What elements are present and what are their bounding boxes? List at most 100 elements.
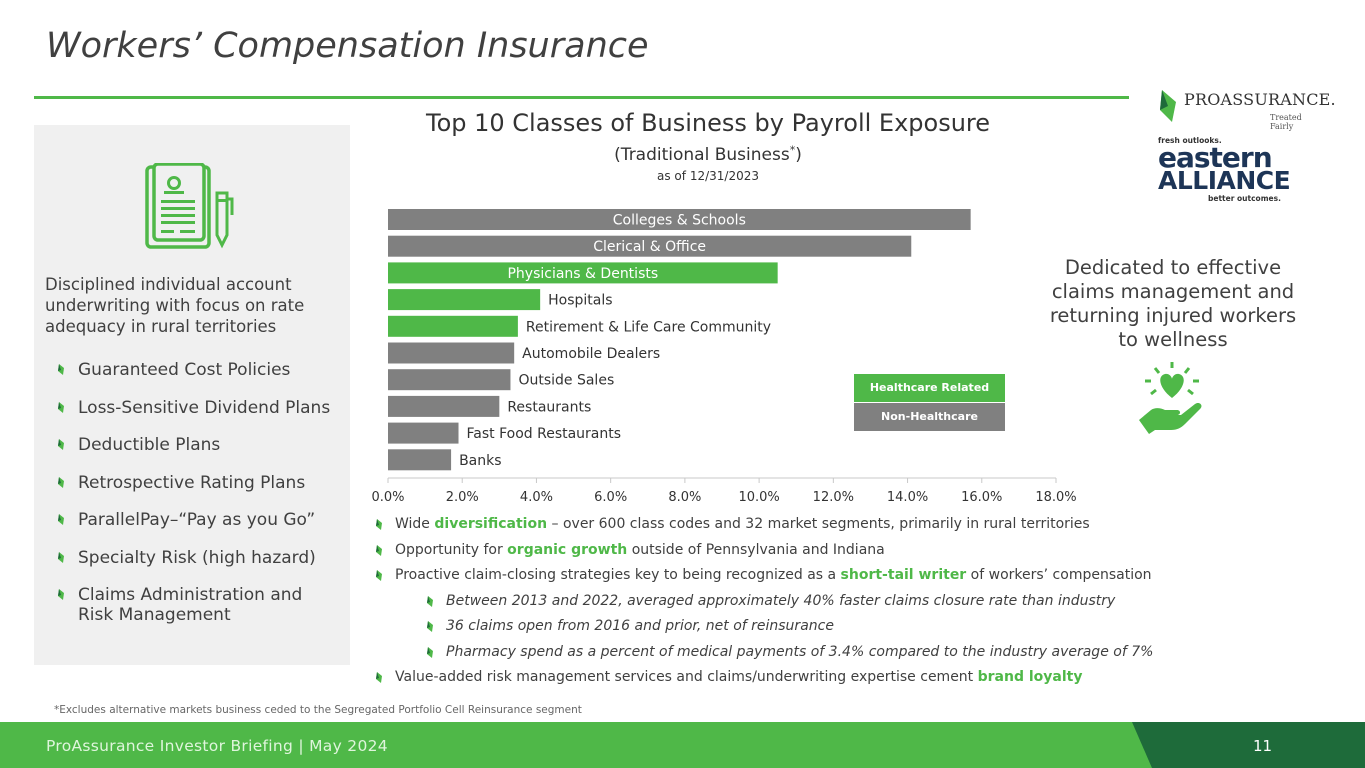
highlight-keyword: brand loyalty — [977, 669, 1083, 685]
bullet-icon — [376, 672, 382, 683]
product-list-item: Deductible Plans — [58, 435, 338, 455]
proassurance-logo: PROASSURANCE. Treated Fairly — [1158, 86, 1336, 131]
bar — [388, 235, 912, 257]
bar-label: Fast Food Restaurants — [467, 426, 622, 442]
bullet-icon — [58, 514, 64, 525]
eastern-alliance-logo: fresh outlooks. eastern ALLIANCE better … — [1158, 136, 1298, 206]
bar — [388, 449, 452, 471]
bullet-icon — [58, 476, 64, 488]
product-list-item: Claims Administration and Risk Managemen… — [58, 585, 338, 625]
eastern-wordmark: eastern — [1158, 141, 1273, 174]
bullet-icon — [58, 439, 64, 450]
eastern-tagline-top: fresh outlooks. — [1158, 136, 1222, 145]
bullet-icon — [58, 401, 64, 413]
heart-hand-icon — [1139, 362, 1202, 434]
proassurance-wordmark: PROASSURANCE. — [1184, 90, 1336, 109]
bar-label: Retirement & Life Care Community — [526, 319, 771, 335]
bullet-icon — [58, 551, 64, 563]
chart-legend: Healthcare Related Non-Healthcare — [854, 374, 1005, 432]
left-panel: Disciplined individual account underwrit… — [34, 125, 350, 665]
highlight-text: Pharmacy spend as a percent of medical p… — [446, 643, 1154, 660]
highlight-text: Opportunity for — [395, 541, 508, 558]
bar-label: Banks — [459, 453, 501, 469]
leaf-icon — [1160, 90, 1176, 122]
product-list-label: Specialty Risk (high hazard) — [78, 547, 316, 568]
page-title: Workers’ Compensation Insurance — [46, 26, 649, 66]
product-list-item: ParallelPay–“Pay as you Go” — [58, 510, 338, 530]
underwriting-intro: Disciplined individual account underwrit… — [45, 275, 305, 336]
product-list: Guaranteed Cost Policies Loss-Sensitive D… — [58, 360, 338, 643]
bar-label: Clerical & Office — [593, 239, 706, 255]
highlights-list: Wide diversification – over 600 class co… — [376, 512, 1153, 691]
highlight-text: outside of Pennsylvania and Indiana — [627, 541, 885, 558]
highlight-keyword: diversification — [434, 516, 548, 532]
bullet-icon — [427, 646, 433, 658]
chart-subtitle: (Traditional Business*) — [614, 143, 802, 165]
x-tick-label: 4.0% — [520, 490, 553, 505]
product-list-label: Claims Administration and Risk Managemen… — [78, 585, 303, 625]
chart-title: Top 10 Classes of Business by Payroll Ex… — [425, 109, 991, 137]
bar-label: Hospitals — [548, 293, 612, 309]
bullet-icon — [58, 364, 64, 375]
x-tick-label: 14.0% — [887, 490, 928, 505]
footer-accent — [1132, 722, 1365, 768]
bar-label: Restaurants — [507, 399, 591, 415]
highlight-text: Proactive claim-closing strategies key t… — [395, 567, 841, 583]
x-tick-label: 16.0% — [961, 490, 1002, 505]
proassurance-tagline: Treated Fairly — [1270, 113, 1302, 131]
bar — [388, 262, 778, 284]
footer-text: ProAssurance Investor Briefing | May 202… — [46, 737, 388, 755]
bullet-icon — [376, 544, 382, 556]
bullet-icon — [376, 519, 382, 530]
bar-label: Automobile Dealers — [522, 346, 660, 362]
x-tick-label: 6.0% — [594, 490, 627, 505]
bar-label: Colleges & Schools — [613, 213, 746, 229]
x-tick-label: 18.0% — [1035, 490, 1076, 505]
payroll-exposure-chart: Colleges & Schools Clerical & Office Physi… — [371, 209, 1077, 505]
bullet-icon — [427, 621, 433, 632]
product-list-label: ParallelPay–“Pay as you Go” — [78, 510, 316, 530]
bar — [388, 209, 971, 230]
product-list-label: Deductible Plans — [78, 435, 221, 455]
highlight-keyword: organic growth — [507, 541, 628, 558]
highlight-subitem: 36 claims open from 2016 and prior, net … — [376, 614, 1153, 640]
highlight-keyword: short-tail writer — [840, 567, 967, 583]
product-list-label: Loss-Sensitive Dividend Plans — [78, 397, 331, 418]
highlight-text: Value-added risk management services and… — [395, 669, 978, 685]
page-number: 11 — [1253, 737, 1273, 755]
claims-callout: Dedicated to effective claims management… — [1049, 256, 1297, 351]
chart-date: as of 12/31/2023 — [657, 169, 759, 183]
bullet-icon — [58, 589, 64, 600]
x-tick-label: 2.0% — [446, 490, 479, 505]
product-list-item: Retrospective Rating Plans — [58, 473, 338, 493]
highlight-text: – over 600 class codes and 32 market seg… — [547, 516, 1090, 532]
x-tick-label: 8.0% — [668, 490, 701, 505]
title-divider — [34, 96, 1129, 99]
highlight-item: Proactive claim-closing strategies key t… — [376, 563, 1153, 589]
highlight-text: of workers’ compensation — [966, 567, 1152, 583]
eastern-tagline-bottom: better outcomes. — [1208, 194, 1281, 203]
highlight-item: Value-added risk management services and… — [376, 665, 1153, 691]
product-list-label: Guaranteed Cost Policies — [78, 360, 291, 380]
bullet-icon — [427, 595, 433, 607]
x-tick-label: 0.0% — [371, 490, 404, 505]
document-pen-icon — [145, 163, 234, 249]
product-list-item: Loss-Sensitive Dividend Plans — [58, 398, 338, 418]
legend-non-healthcare: Non-Healthcare — [854, 403, 1005, 431]
highlight-text: Between 2013 and 2022, averaged approxim… — [446, 592, 1116, 609]
bullet-icon — [376, 570, 382, 581]
product-list-label: Retrospective Rating Plans — [78, 472, 306, 493]
highlight-subitem: Pharmacy spend as a percent of medical p… — [376, 640, 1153, 666]
highlight-item: Wide diversification – over 600 class co… — [376, 512, 1153, 538]
bar-label: Outside Sales — [518, 373, 614, 389]
legend-healthcare: Healthcare Related — [854, 374, 1005, 402]
highlight-item: Opportunity for organic growth outside o… — [376, 538, 1153, 564]
x-tick-label: 10.0% — [738, 490, 779, 505]
x-tick-label: 12.0% — [813, 490, 854, 505]
highlight-text: 36 claims open from 2016 and prior, net … — [446, 618, 834, 634]
product-list-item: Guaranteed Cost Policies — [58, 360, 338, 380]
alliance-wordmark: ALLIANCE — [1158, 166, 1291, 195]
highlight-text: Wide — [395, 516, 435, 532]
bar — [388, 315, 518, 337]
bar — [388, 289, 541, 311]
